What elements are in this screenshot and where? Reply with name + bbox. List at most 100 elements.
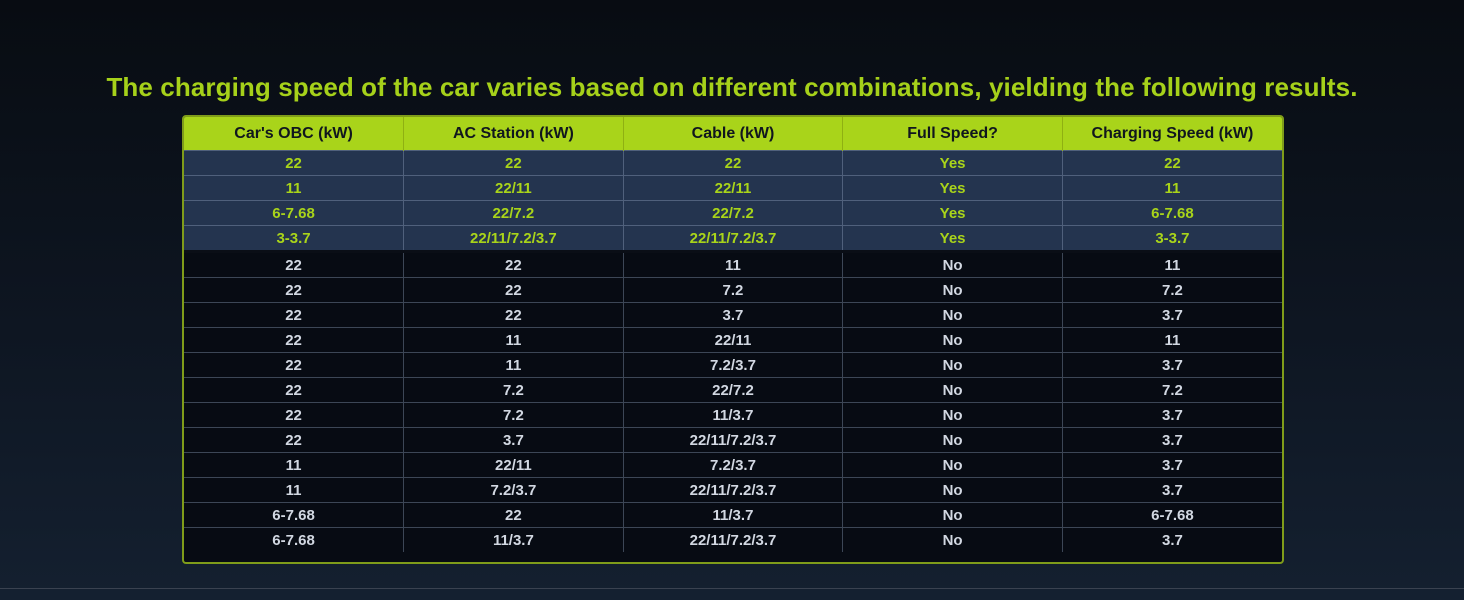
cell-charging-speed: 3.7 — [1062, 302, 1282, 328]
cell-full-speed: Yes — [842, 225, 1063, 252]
cell-full-speed: No — [842, 427, 1063, 453]
cell-cable: 22/11 — [623, 175, 844, 201]
charging-table-container: Car's OBC (kW) AC Station (kW) Cable (kW… — [182, 115, 1284, 564]
cell-car-obc: 6-7.68 — [184, 200, 405, 226]
cell-cable: 22/11/7.2/3.7 — [623, 427, 844, 453]
cell-full-speed: No — [842, 402, 1063, 428]
cell-car-obc: 22 — [184, 377, 405, 403]
cell-cable: 7.2/3.7 — [623, 452, 844, 478]
table-row: 22 22 22 Yes 22 — [184, 150, 1282, 176]
cell-full-speed: No — [842, 250, 1063, 278]
cell-cable: 3.7 — [623, 302, 844, 328]
cell-charging-speed: 11 — [1062, 250, 1282, 278]
cell-car-obc: 22 — [184, 302, 405, 328]
cell-charging-speed: 3.7 — [1062, 527, 1282, 552]
header-full-speed: Full Speed? — [842, 117, 1063, 151]
table-body: 22 22 22 Yes 22 11 22/11 22/11 Yes 11 6-7.68 22/7.2… — [184, 150, 1282, 552]
cell-charging-speed: 3.7 — [1062, 427, 1282, 453]
cell-charging-speed: 3.7 — [1062, 452, 1282, 478]
cell-ac-station: 22 — [403, 302, 624, 328]
cell-cable: 11/3.7 — [623, 502, 844, 528]
cell-ac-station: 11 — [403, 352, 624, 378]
cell-car-obc: 3-3.7 — [184, 225, 405, 252]
cell-car-obc: 22 — [184, 402, 405, 428]
cell-full-speed: No — [842, 377, 1063, 403]
cell-car-obc: 22 — [184, 250, 405, 278]
cell-cable: 22/7.2 — [623, 200, 844, 226]
cell-ac-station: 22/11/7.2/3.7 — [403, 225, 624, 252]
header-cable: Cable (kW) — [623, 117, 844, 151]
cell-ac-station: 22 — [403, 277, 624, 303]
cell-full-speed: No — [842, 527, 1063, 552]
cell-charging-speed: 6-7.68 — [1062, 502, 1282, 528]
cell-cable: 11 — [623, 250, 844, 278]
cell-cable: 22/11 — [623, 327, 844, 353]
cell-car-obc: 11 — [184, 452, 405, 478]
cell-car-obc: 6-7.68 — [184, 502, 405, 528]
cell-full-speed: Yes — [842, 200, 1063, 226]
cell-charging-speed: 3-3.7 — [1062, 225, 1282, 252]
cell-car-obc: 22 — [184, 327, 405, 353]
cell-full-speed: No — [842, 302, 1063, 328]
bottom-divider — [0, 588, 1464, 589]
cell-ac-station: 22 — [403, 250, 624, 278]
table-row: 22 11 7.2/3.7 No 3.7 — [184, 352, 1282, 378]
cell-full-speed: No — [842, 477, 1063, 503]
cell-ac-station: 22/7.2 — [403, 200, 624, 226]
cell-car-obc: 22 — [184, 277, 405, 303]
table-row: 22 22 11 No 11 — [184, 250, 1282, 278]
cell-ac-station: 22/11 — [403, 175, 624, 201]
table-row: 11 22/11 7.2/3.7 No 3.7 — [184, 452, 1282, 478]
table-row: 22 3.7 22/11/7.2/3.7 No 3.7 — [184, 427, 1282, 453]
cell-ac-station: 11 — [403, 327, 624, 353]
cell-charging-speed: 11 — [1062, 327, 1282, 353]
cell-cable: 7.2/3.7 — [623, 352, 844, 378]
cell-car-obc: 22 — [184, 352, 405, 378]
cell-full-speed: No — [842, 277, 1063, 303]
cell-full-speed: Yes — [842, 150, 1063, 176]
cell-charging-speed: 3.7 — [1062, 402, 1282, 428]
cell-full-speed: No — [842, 327, 1063, 353]
cell-ac-station: 22 — [403, 150, 624, 176]
charging-speed-table: Car's OBC (kW) AC Station (kW) Cable (kW… — [184, 117, 1282, 552]
cell-cable: 22/11/7.2/3.7 — [623, 527, 844, 552]
table-row: 22 7.2 22/7.2 No 7.2 — [184, 377, 1282, 403]
table-row: 6-7.68 22/7.2 22/7.2 Yes 6-7.68 — [184, 200, 1282, 226]
cell-cable: 22/11/7.2/3.7 — [623, 477, 844, 503]
cell-ac-station: 7.2 — [403, 402, 624, 428]
table-row: 6-7.68 22 11/3.7 No 6-7.68 — [184, 502, 1282, 528]
table-header-row: Car's OBC (kW) AC Station (kW) Cable (kW… — [184, 117, 1282, 151]
table-row: 11 22/11 22/11 Yes 11 — [184, 175, 1282, 201]
cell-cable: 22 — [623, 150, 844, 176]
table-row: 22 11 22/11 No 11 — [184, 327, 1282, 353]
cell-charging-speed: 6-7.68 — [1062, 200, 1282, 226]
header-car-obc: Car's OBC (kW) — [184, 117, 405, 151]
cell-car-obc: 22 — [184, 427, 405, 453]
page-title: The charging speed of the car varies bas… — [106, 72, 1358, 102]
cell-full-speed: No — [842, 452, 1063, 478]
cell-charging-speed: 7.2 — [1062, 277, 1282, 303]
table-row: 22 22 7.2 No 7.2 — [184, 277, 1282, 303]
header-ac-station: AC Station (kW) — [403, 117, 624, 151]
table-row: 3-3.7 22/11/7.2/3.7 22/11/7.2/3.7 Yes 3-3.7 — [184, 225, 1282, 252]
cell-cable: 22/7.2 — [623, 377, 844, 403]
cell-full-speed: No — [842, 352, 1063, 378]
cell-cable: 7.2 — [623, 277, 844, 303]
cell-car-obc: 11 — [184, 175, 405, 201]
cell-cable: 22/11/7.2/3.7 — [623, 225, 844, 252]
cell-ac-station: 7.2/3.7 — [403, 477, 624, 503]
cell-charging-speed: 22 — [1062, 150, 1282, 176]
cell-car-obc: 22 — [184, 150, 405, 176]
cell-car-obc: 6-7.68 — [184, 527, 405, 552]
cell-charging-speed: 3.7 — [1062, 477, 1282, 503]
table-row: 22 22 3.7 No 3.7 — [184, 302, 1282, 328]
table-row: 6-7.68 11/3.7 22/11/7.2/3.7 No 3.7 — [184, 527, 1282, 552]
cell-ac-station: 11/3.7 — [403, 527, 624, 552]
cell-charging-speed: 11 — [1062, 175, 1282, 201]
header-charging-speed: Charging Speed (kW) — [1062, 117, 1282, 151]
cell-ac-station: 22 — [403, 502, 624, 528]
cell-car-obc: 11 — [184, 477, 405, 503]
cell-ac-station: 22/11 — [403, 452, 624, 478]
cell-full-speed: No — [842, 502, 1063, 528]
cell-ac-station: 7.2 — [403, 377, 624, 403]
